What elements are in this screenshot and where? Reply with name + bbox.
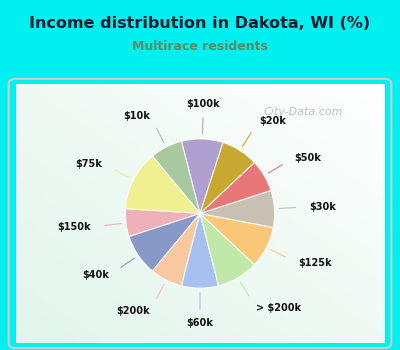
- Wedge shape: [152, 214, 200, 286]
- Wedge shape: [152, 141, 200, 214]
- Wedge shape: [200, 190, 274, 228]
- Text: City-Data.com: City-Data.com: [263, 107, 343, 117]
- Wedge shape: [200, 142, 254, 214]
- Text: $10k: $10k: [123, 111, 150, 121]
- Text: $100k: $100k: [187, 99, 220, 109]
- Wedge shape: [182, 214, 218, 288]
- Text: $40k: $40k: [82, 270, 109, 280]
- Wedge shape: [200, 214, 273, 265]
- Text: $50k: $50k: [294, 153, 321, 163]
- Wedge shape: [126, 156, 200, 214]
- Text: $125k: $125k: [298, 258, 332, 268]
- Wedge shape: [129, 214, 200, 271]
- Text: $30k: $30k: [310, 202, 336, 212]
- Text: $20k: $20k: [259, 116, 286, 126]
- Text: $60k: $60k: [186, 318, 214, 328]
- Wedge shape: [126, 209, 200, 237]
- Text: $200k: $200k: [116, 306, 150, 316]
- Text: > $200k: > $200k: [256, 303, 301, 313]
- Text: $150k: $150k: [58, 222, 91, 232]
- Wedge shape: [200, 214, 254, 286]
- Text: Income distribution in Dakota, WI (%): Income distribution in Dakota, WI (%): [30, 16, 370, 31]
- Wedge shape: [200, 162, 271, 214]
- Text: $75k: $75k: [75, 159, 102, 169]
- Text: Multirace residents: Multirace residents: [132, 40, 268, 53]
- Wedge shape: [182, 139, 223, 214]
